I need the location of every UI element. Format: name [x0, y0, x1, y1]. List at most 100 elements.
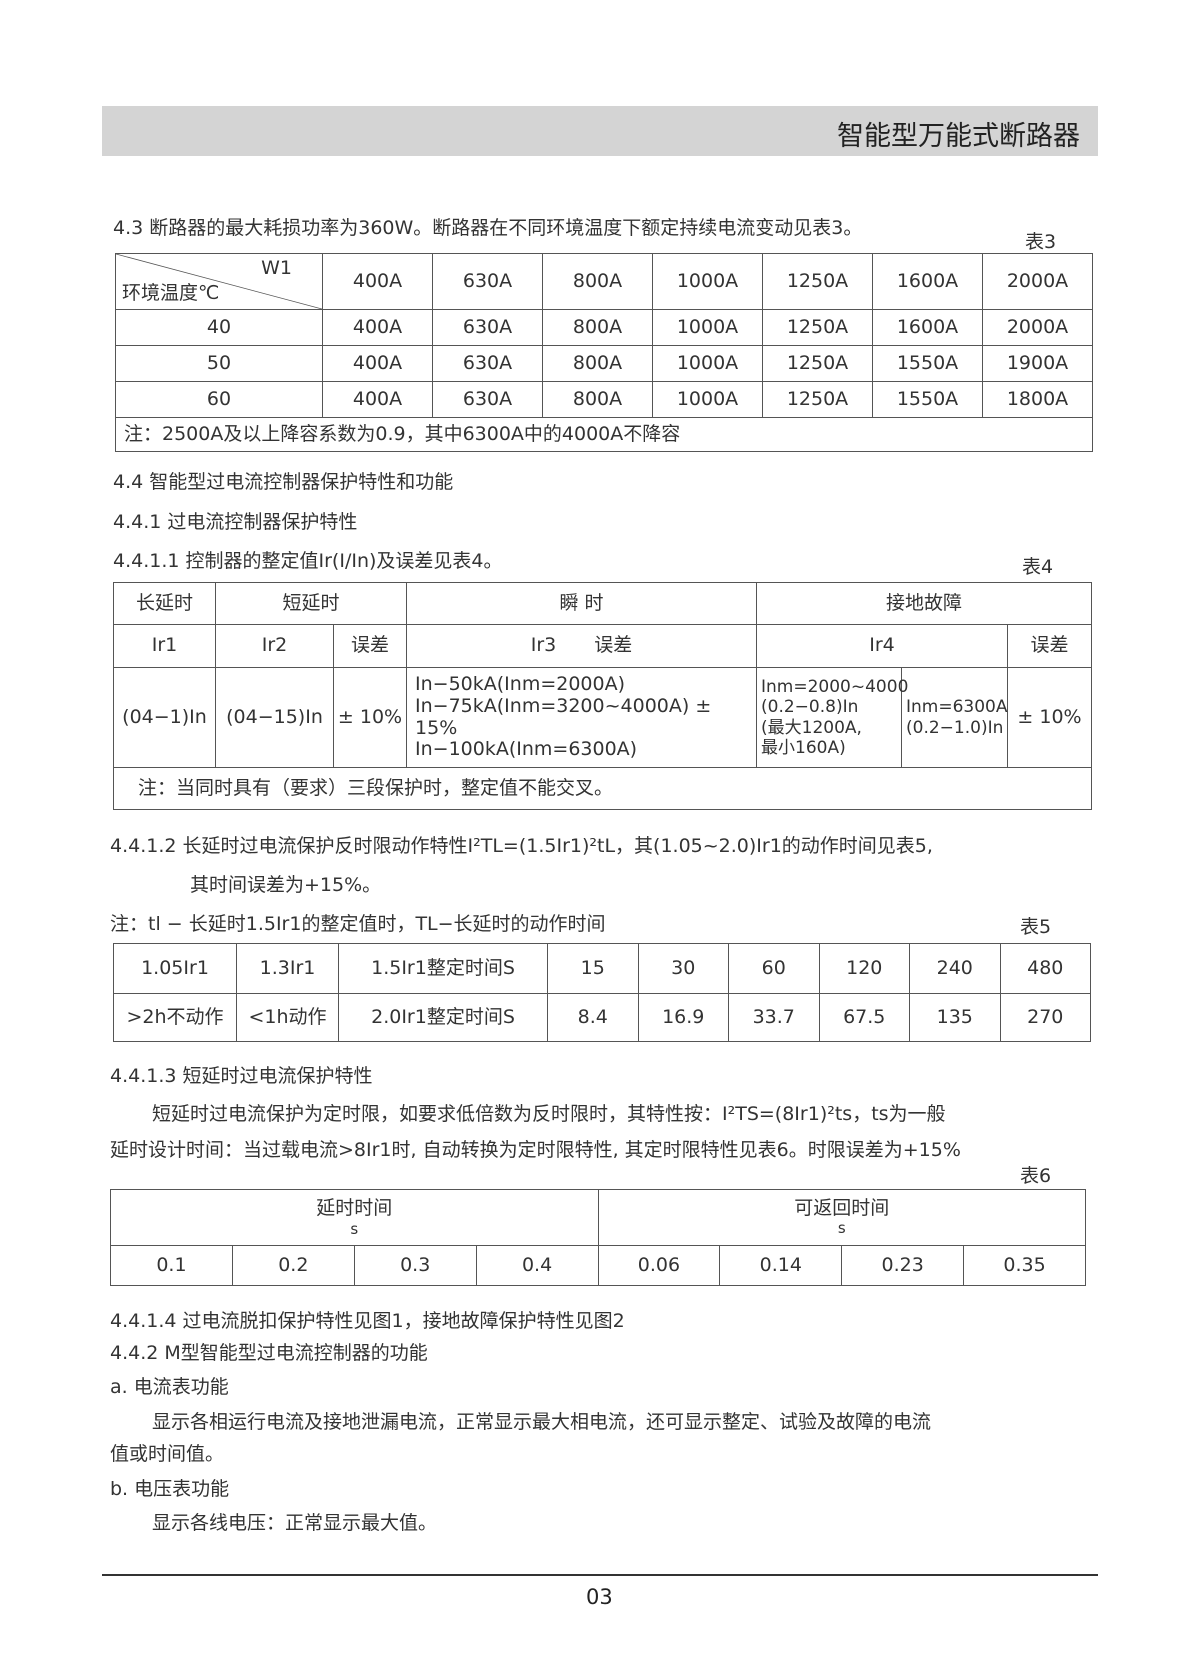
table-cell: 延时时间 s [110, 1189, 599, 1246]
table-cell: 67.5 [818, 993, 910, 1042]
section-4-4-1: 4.4.1 过电流控制器保护特性 [113, 511, 358, 533]
table-cell: 1900A [982, 345, 1093, 382]
table-cell: 60 [115, 381, 323, 418]
table3-corner: W1 环境温度℃ [115, 253, 323, 310]
table-cell: (04−15)In [215, 667, 334, 768]
table-cell: 1550A [872, 381, 983, 418]
table-row: >2h不动作 <1h动作 2.0Ir1整定时间S 8.4 16.9 33.7 67.5 135… [113, 993, 1091, 1042]
table-cell: 0.2 [231, 1245, 355, 1286]
table-cell: 800A [542, 309, 653, 346]
table-cell: 1000A [652, 309, 763, 346]
table4-note: 注：当同时具有（要求）三段保护时，整定值不能交叉。 [112, 767, 1093, 810]
table-cell: 0.06 [597, 1245, 721, 1286]
table-cell: 接地故障 [756, 582, 1093, 625]
item-b-line1: 显示各线电压：正常显示最大值。 [152, 1512, 438, 1534]
table-cell: 135 [909, 993, 1001, 1042]
section-4-4-1-2-line2: 其时间误差为+15%。 [190, 874, 382, 896]
table-cell: 1000A [652, 253, 763, 310]
table-cell: 误差 [1007, 624, 1093, 668]
footer-rule [102, 1574, 1098, 1576]
table5-label: 表5 [1020, 916, 1052, 938]
table-cell: 400A [322, 381, 433, 418]
table-cell: 800A [542, 253, 653, 310]
table5: 1.05Ir1 1.3Ir1 1.5Ir1整定时间S 15 30 60 120 240 480 … [113, 943, 1091, 1042]
table-row: 40 400A 630A 800A 1000A 1250A 1600A 2000A [115, 309, 1093, 346]
table-cell: Inm=6300A (0.2−1.0)In [901, 667, 1009, 768]
table-cell: 400A [322, 253, 433, 310]
table-cell: 1000A [652, 345, 763, 382]
table-cell: Inm=2000~4000 (0.2−0.8)In (最大1200A, 最小16… [756, 667, 908, 768]
table-cell: 630A [432, 381, 543, 418]
table-cell: Ir3 误差 [406, 624, 758, 668]
item-a-line1: 显示各相运行电流及接地泄漏电流，正常显示最大相电流，还可显示整定、试验及故障的电… [152, 1411, 932, 1433]
table-row: 50 400A 630A 800A 1000A 1250A 1550A 1900A [115, 345, 1093, 382]
table3: W1 环境温度℃ 400A 630A 800A 1000A 1250A 1600A 2000… [115, 253, 1093, 452]
table-cell: 0.1 [110, 1245, 233, 1286]
table-row: 60 400A 630A 800A 1000A 1250A 1550A 1800A [115, 381, 1093, 418]
table-cell: 120 [818, 943, 910, 994]
table-cell: In−50kA(Inm=2000A) In−75kA(Inm=3200~4000… [406, 667, 758, 768]
header-bar: 智能型万能式断路器 [102, 106, 1098, 156]
table-cell: 630A [432, 253, 543, 310]
section-4-4: 4.4 智能型过电流控制器保护特性和功能 [113, 471, 454, 493]
table-cell: >2h不动作 [113, 993, 237, 1042]
table-cell: Ir1 [113, 624, 216, 668]
table-cell: (04−1)In [113, 667, 216, 768]
table-cell: ± 10% [1007, 667, 1093, 768]
table-cell: 2.0Ir1整定时间S [338, 993, 548, 1042]
table-cell: 1250A [762, 253, 873, 310]
table-row: 1.05Ir1 1.3Ir1 1.5Ir1整定时间S 15 30 60 120 240 480 [113, 943, 1091, 994]
table-cell: 800A [542, 381, 653, 418]
table4-label: 表4 [1022, 556, 1054, 578]
table-cell: 8.4 [547, 993, 639, 1042]
table-cell: 0.3 [353, 1245, 477, 1286]
table3-label: 表3 [1025, 231, 1057, 253]
table5-note: 注：tl − 长延时1.5Ir1的整定值时，TL−长延时的动作时间 [110, 913, 606, 935]
table-cell: 400A [322, 345, 433, 382]
table-cell: 短延时 [214, 582, 408, 625]
table-cell: 误差 [332, 624, 408, 668]
table-row: 0.1 0.2 0.3 0.4 0.06 0.14 0.23 0.35 [110, 1245, 1086, 1286]
table-cell: 瞬 时 [406, 582, 758, 625]
table-cell: 长延时 [113, 582, 216, 625]
table-cell: 1550A [872, 345, 983, 382]
table-cell: 可返回时间 s [597, 1189, 1086, 1246]
table-cell: 1250A [762, 345, 873, 382]
section-4-4-1-2: 4.4.1.2 长延时过电流保护反时限动作特性I²TL=(1.5Ir1)²tL，… [110, 835, 933, 857]
item-a-title: a. 电流表功能 [110, 1376, 229, 1398]
table-cell: 1250A [762, 381, 873, 418]
table-cell: 30 [637, 943, 729, 994]
table-cell: 1250A [762, 309, 873, 346]
header-title: 智能型万能式断路器 [837, 121, 1080, 152]
section-4-4-1-3: 4.4.1.3 短延时过电流保护特性 [110, 1065, 373, 1087]
table6: 延时时间 s 可返回时间 s 0.1 0.2 0.3 0.4 0.06 0.14 0.23 0.35 [110, 1189, 1086, 1286]
item-a-line2: 值或时间值。 [110, 1443, 225, 1465]
table-cell: 15 [547, 943, 639, 994]
table-cell: 480 [999, 943, 1091, 994]
table-cell: 1800A [982, 381, 1093, 418]
table-cell: 630A [432, 309, 543, 346]
table-cell: <1h动作 [236, 993, 339, 1042]
table-cell: 0.4 [475, 1245, 599, 1286]
table-cell: 1.3Ir1 [236, 943, 339, 994]
section-4-4-1-3-line2: 延时设计时间：当过载电流>8Ir1时, 自动转换为定时限特性, 其定时限特性见表… [110, 1139, 961, 1161]
table-cell: 2000A [982, 253, 1093, 310]
item-b-title: b. 电压表功能 [110, 1478, 230, 1500]
table-cell: 40 [115, 309, 323, 346]
table-cell: 630A [432, 345, 543, 382]
table-cell: 1600A [872, 253, 983, 310]
table-cell: 1000A [652, 381, 763, 418]
section-4-3: 4.3 断路器的最大耗损功率为360W。断路器在不同环境温度下额定持续电流变动见… [113, 217, 863, 239]
table-cell: 400A [322, 309, 433, 346]
table-cell: 2000A [982, 309, 1093, 346]
table4: 长延时 短延时瞬 时接地故障 Ir1 Ir2 误差 Ir3 误差 Ir4 误差 (04−1)… [112, 582, 1093, 810]
table-cell: 0.35 [963, 1245, 1086, 1286]
table-cell: Ir2 [215, 624, 334, 668]
table-cell: 240 [909, 943, 1001, 994]
table-cell: ± 10% [332, 667, 408, 768]
table-cell: 33.7 [728, 993, 820, 1042]
table-cell: 1.5Ir1整定时间S [338, 943, 548, 994]
table-cell: 16.9 [637, 993, 729, 1042]
section-4-4-1-1: 4.4.1.1 控制器的整定值Ir(I/In)及误差见表4。 [113, 550, 503, 572]
table-cell: Ir4 [756, 624, 1009, 668]
